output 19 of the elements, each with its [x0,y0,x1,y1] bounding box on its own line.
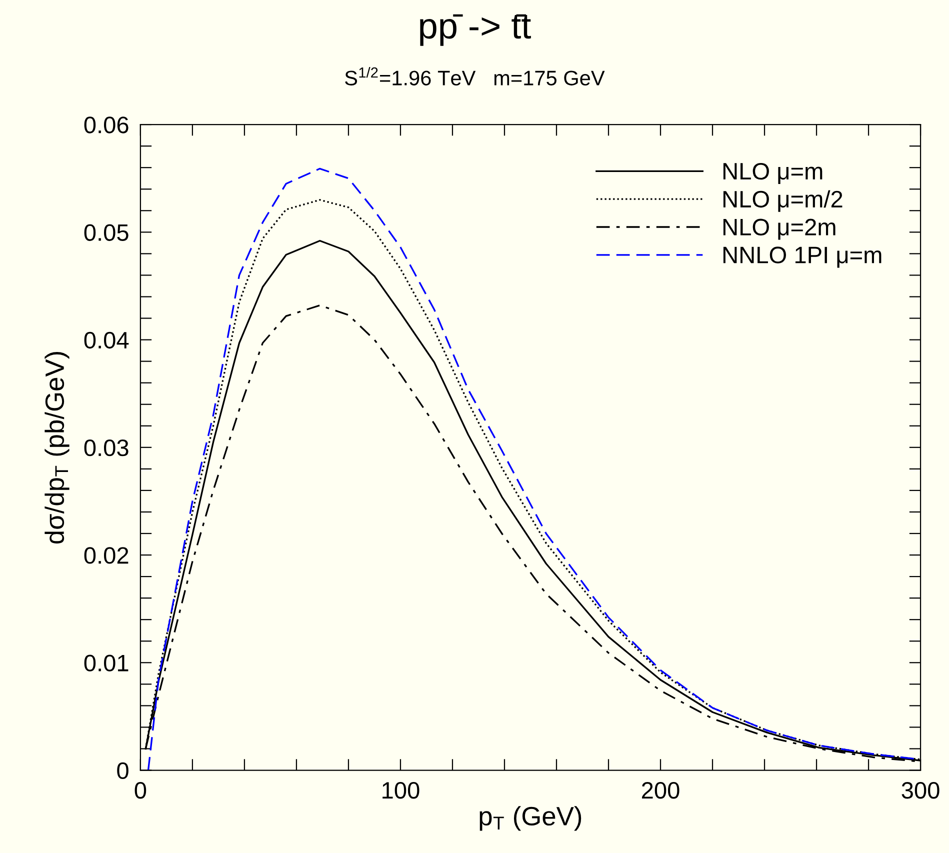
y-tick-label: 0.03 [84,439,128,456]
y-tick-label: 0.01 [84,654,128,672]
y-tick-label: 0.05 [84,224,128,241]
y-tick-label: 0 [117,762,128,780]
x-axis-title: p$_{T}$ (GeV) [480,806,582,831]
x-tick-label: 300 [902,782,940,799]
x-tick-label: 200 [642,782,680,799]
legend-label: NLO μ=m/2 [723,190,842,212]
legend-label: NLO μ=2m [723,218,836,240]
y-tick-label: 0.02 [84,547,128,564]
y-axis-title: dσ/dp$_{T}$ (pb/GeV) [44,352,70,544]
y-tick-label: 0.04 [84,332,129,349]
legend-label: NLO μ=m [723,162,822,184]
x-tick-label: 100 [382,782,420,799]
x-tick-label: 0 [134,782,146,799]
chart-subtitle: S$^{1/2}$=1.96 TeV m=175 GeV [345,66,605,86]
chart-title: pp̄ -> t̄t [420,14,531,46]
legend-label: NNLO 1PI μ=m [723,246,882,268]
y-tick-label: 0.06 [84,116,128,134]
